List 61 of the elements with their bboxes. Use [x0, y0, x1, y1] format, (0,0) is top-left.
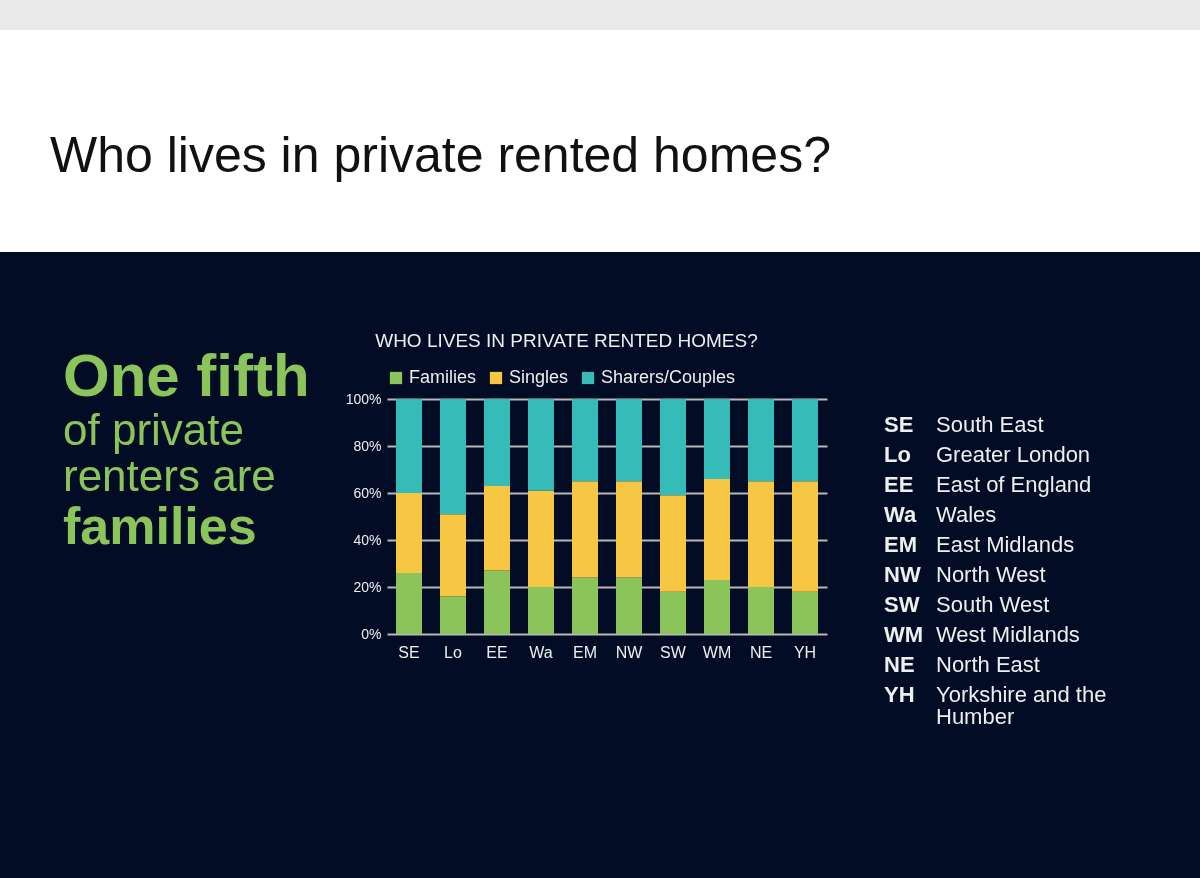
text: SW South West — [884, 591, 1051, 619]
bar — [572, 481, 598, 578]
text: WM West Midlands — [884, 621, 1081, 649]
y-tick-label: 40% — [353, 531, 382, 548]
y-tick-label: 80% — [353, 437, 382, 454]
bar — [484, 485, 510, 571]
bar — [440, 399, 466, 515]
bar — [484, 399, 510, 486]
x-tick-label: NW — [615, 643, 644, 661]
x-tick-label: Wa — [529, 643, 553, 661]
bar — [528, 399, 554, 491]
bar — [616, 577, 642, 634]
bar — [396, 493, 422, 573]
bar — [616, 399, 642, 482]
x-tick-label: SE — [398, 643, 420, 661]
text: NE North East — [884, 651, 1041, 679]
bar — [396, 399, 422, 493]
x-tick-label: SW — [660, 643, 687, 661]
bar — [704, 478, 730, 580]
y-tick-label: 20% — [353, 578, 382, 595]
bar — [572, 399, 598, 482]
x-tick-label: EM — [573, 643, 597, 661]
bar — [792, 591, 818, 634]
y-tick-label: 100% — [345, 390, 382, 407]
x-tick-label: NE — [749, 643, 773, 661]
text: EE East of England — [884, 471, 1093, 499]
legend-label: Singles — [509, 367, 569, 387]
x-tick-label: WM — [702, 643, 732, 661]
bar — [748, 481, 774, 587]
bar — [440, 596, 466, 634]
x-tick-label: Lo — [444, 643, 462, 661]
bar — [792, 399, 818, 482]
bar — [660, 495, 686, 592]
bar — [704, 399, 730, 479]
bar — [484, 570, 510, 634]
text: SE South East — [884, 411, 1045, 439]
text: Lo Greater London — [884, 441, 1092, 469]
bar — [660, 399, 686, 496]
y-tick-label: 60% — [353, 484, 382, 501]
bar — [528, 490, 554, 587]
bar — [572, 577, 598, 634]
bar — [660, 591, 686, 634]
legend-label: Sharers/Couples — [601, 367, 736, 387]
bar — [528, 587, 554, 634]
text: NW North West — [884, 561, 1047, 589]
bar — [792, 481, 818, 592]
text: YH Yorkshire and the Humber — [884, 681, 1108, 729]
bar — [396, 572, 422, 634]
chart-title: Who lives in private rented homes? — [50, 126, 831, 184]
x-tick-label: YH — [793, 643, 817, 661]
legend-label: Families — [409, 367, 477, 387]
text: EM East Midlands — [884, 531, 1076, 559]
bar — [440, 514, 466, 597]
text: Wa Wales — [884, 501, 998, 529]
bar — [704, 579, 730, 634]
bar — [748, 587, 774, 634]
bar — [748, 399, 774, 482]
x-tick-label: EE — [486, 643, 508, 661]
y-tick-label: 0% — [361, 625, 382, 642]
bar — [616, 481, 642, 578]
chart-subtitle: WHO LIVES IN PRIVATE RENTED HOMES? — [375, 330, 758, 351]
